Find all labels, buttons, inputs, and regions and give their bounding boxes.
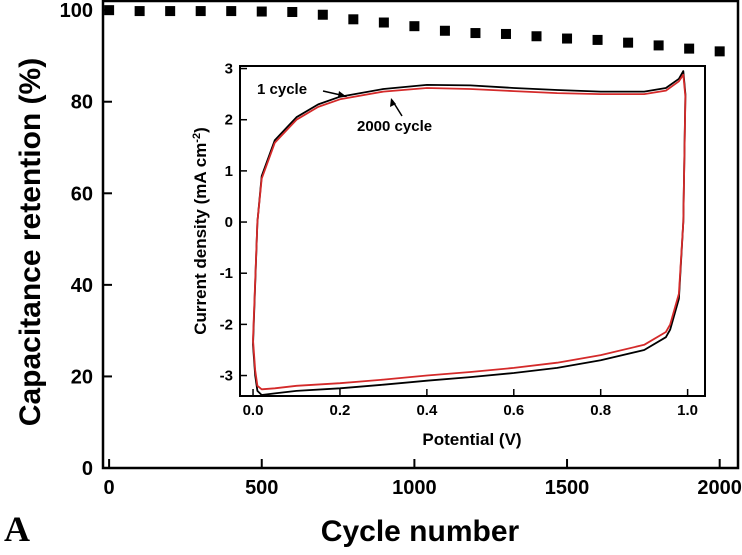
main-y-tick-label: 100 — [60, 0, 93, 22]
inset-background — [240, 66, 705, 396]
main-x-axis-label: Cycle number — [321, 515, 520, 548]
main-x-tick-label: 0 — [104, 477, 115, 499]
annotation-2000-cycle: 2000 cycle — [357, 118, 432, 135]
inset-x-tick-label: 1.0 — [677, 402, 698, 419]
data-point — [378, 17, 389, 28]
data-point — [592, 34, 603, 45]
inset-y-tick-label: 3 — [225, 61, 233, 78]
inset-y-axis-label-main: Current density (mA cm — [191, 143, 210, 335]
inset-y-tick-label: -1 — [220, 265, 233, 282]
inset-x-tick-label: 0.2 — [330, 402, 351, 419]
inset-x-tick-label: 0.8 — [590, 402, 611, 419]
data-point — [714, 46, 725, 57]
data-point — [653, 40, 664, 51]
data-point — [562, 33, 573, 44]
data-point — [104, 5, 115, 16]
inset-y-tick-label: 0 — [225, 214, 233, 231]
inset-x-tick-label: 0.6 — [503, 402, 524, 419]
inset-x-tick-label: 0.4 — [416, 402, 438, 419]
data-point — [287, 6, 298, 17]
data-point — [409, 21, 420, 32]
annotation-1-cycle-arrowhead — [338, 91, 347, 97]
main-y-tick-label: 80 — [71, 92, 93, 114]
main-y-tick-label: 60 — [71, 183, 93, 205]
inset-y-axis-label-end: ) — [191, 127, 210, 133]
data-point — [317, 9, 328, 20]
data-point — [195, 6, 206, 17]
data-point — [348, 14, 359, 25]
inset-y-axis-label-sup: -2 — [191, 133, 203, 143]
main-x-tick-label: 1500 — [545, 477, 590, 499]
inset-x-axis-label: Potential (V) — [422, 430, 521, 449]
data-point — [134, 6, 145, 17]
main-y-axis-label: Capacitance retention (%) — [14, 58, 47, 426]
main-y-tick-label: 0 — [82, 458, 93, 480]
data-point — [623, 37, 634, 48]
inset-ticks: 0.0 0.2 0.4 0.6 0.8 1.0 -3 -2 -1 0 1 2 3 — [220, 61, 698, 419]
main-series — [104, 5, 725, 57]
inset-x-tick-label: 0.0 — [243, 402, 264, 419]
annotation-1-cycle: 1 cycle — [257, 81, 307, 98]
data-point — [500, 28, 511, 39]
data-point — [439, 25, 450, 36]
main-x-tick-label: 1000 — [392, 477, 437, 499]
inset-y-tick-label: -3 — [220, 368, 233, 385]
main-x-tick-label: 500 — [245, 477, 278, 499]
main-y-tick-label: 40 — [71, 275, 93, 297]
main-x-tick-label: 2000 — [697, 477, 742, 499]
data-point — [684, 43, 695, 54]
data-point — [226, 6, 237, 17]
inset-y-tick-label: 1 — [225, 163, 233, 180]
panel-label: A — [4, 509, 30, 549]
series-line — [252, 73, 687, 391]
annotation-2000-cycle-arrowhead — [390, 98, 396, 107]
inset-series — [252, 70, 687, 396]
main-y-tick-label: 20 — [71, 366, 93, 388]
inset-y-axis-label: Current density (mA cm-2) — [191, 127, 210, 335]
main-plot-frame — [101, 0, 740, 470]
data-point — [470, 28, 481, 39]
inset-y-tick-label: -2 — [220, 316, 233, 333]
data-point — [531, 31, 542, 42]
data-point — [165, 6, 176, 17]
inset-plot-frame — [239, 65, 706, 397]
data-point — [256, 6, 267, 17]
inset-y-tick-label: 2 — [225, 112, 233, 129]
